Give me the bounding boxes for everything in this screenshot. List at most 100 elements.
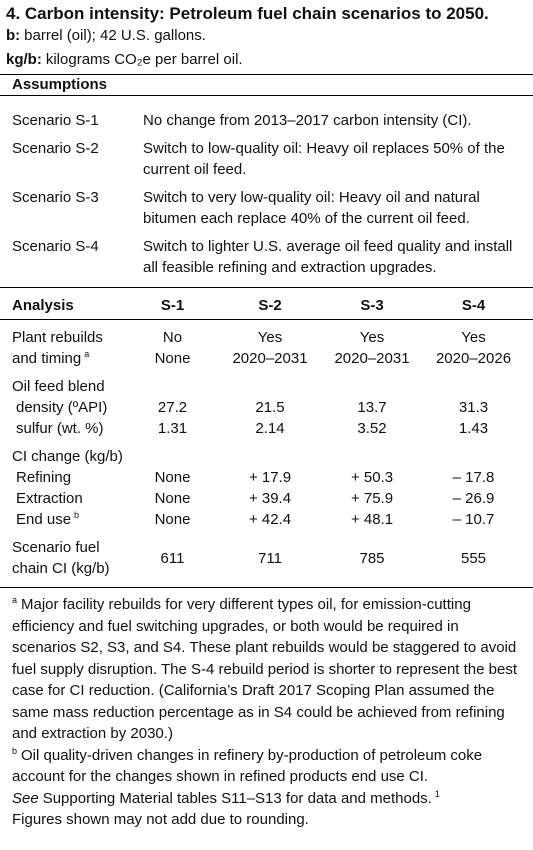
footnote-text: Major facility rebuilds for very differe… — [12, 596, 518, 742]
assumption-text: Switch to lighter U.S. average oil feed … — [143, 238, 513, 276]
table-row: density (ºAPI) 27.2 21.5 13.7 31.3 — [0, 397, 533, 418]
column-header: S-3 — [360, 297, 384, 314]
row-label: density (ºAPI) — [0, 397, 135, 418]
footnote-text: Oil quality-driven changes in refinery b… — [12, 746, 483, 786]
table-cell: + 48.1 — [350, 511, 394, 528]
label-text: and timing — [12, 350, 82, 367]
label-text: sulfur (wt. %) — [16, 420, 104, 437]
table-cell: Yes — [461, 329, 486, 346]
footnote: a Major facility rebuilds for very differ… — [12, 594, 525, 745]
table-row: and timing a None 2020–2031 2020–2031 2020–20… — [0, 348, 533, 369]
label-text: CI change (kg/b) — [12, 448, 123, 465]
table-cell: – 10.7 — [452, 511, 495, 528]
table-row: Scenario fuel chain CI (kg/b) 611 711 785 555 — [0, 537, 533, 579]
see-text: Supporting Material tables S11–S13 for d… — [42, 789, 432, 807]
table-row: CI change (kg/b) — [0, 446, 533, 467]
column-header: S-4 — [461, 297, 486, 314]
footnote-mark: b — [12, 745, 18, 756]
definition-term: b: — [6, 27, 21, 44]
definitions: b: barrel (oil); 42 U.S. gallons. kg/b: kil… — [0, 24, 533, 72]
table-row: Refining None + 17.9 + 50.3 – 17.8 — [0, 467, 533, 488]
table-cell: 21.5 — [255, 399, 285, 416]
table-cell: 2020–2031 — [232, 350, 308, 367]
assumptions-heading: Assumptions — [0, 74, 533, 96]
definition-text: kilograms CO₂e per barrel oil. — [45, 51, 243, 68]
row-label-line: chain CI (kg/b) — [12, 558, 135, 579]
definition: b: barrel (oil); 42 U.S. gallons. — [0, 24, 533, 48]
row-label: Oil feed blend — [0, 376, 135, 397]
definition: kg/b: kilograms CO₂e per barrel oil. — [0, 48, 533, 72]
table-cell: None — [154, 511, 191, 528]
table-cell: + 42.4 — [248, 511, 292, 528]
rounding-note: Figures shown may not add due to roundin… — [12, 811, 309, 828]
table-cell: 711 — [258, 549, 282, 567]
row-label-line: and timing a — [12, 348, 135, 369]
definition-term: kg/b: — [6, 51, 42, 68]
row-label: Refining — [0, 467, 135, 488]
scenario-label: Scenario S-1 — [12, 112, 99, 129]
table-cell: 13.7 — [357, 399, 387, 416]
table-cell: None — [154, 490, 191, 507]
table-cell: 3.52 — [357, 420, 387, 437]
see-note: See Supporting Material tables S11–S13 fo… — [12, 788, 525, 810]
row-label: End use b — [0, 509, 135, 530]
table-cell: – 17.8 — [452, 469, 495, 486]
notes: a Major facility rebuilds for very differ… — [0, 587, 533, 831]
row-label-line: Plant rebuilds — [12, 327, 135, 348]
table-cell: + 75.9 — [350, 490, 394, 507]
table-cell: 1.43 — [458, 420, 489, 437]
table-cell: 2.14 — [255, 420, 285, 437]
table-cell: + 17.9 — [248, 469, 292, 486]
table-row: Plant rebuilds No Yes Yes Yes — [0, 327, 533, 348]
table-cell: 31.3 — [458, 399, 489, 416]
assumption-text: Switch to very low-quality oil: Heavy oi… — [143, 189, 480, 227]
row-label: Extraction — [0, 488, 135, 509]
analysis-header: Analysis S-1 S-2 S-3 S-4 — [0, 288, 533, 320]
label-text: End use — [16, 511, 72, 528]
table-cell: 2020–2026 — [435, 350, 512, 367]
footnote-mark: a — [12, 595, 18, 605]
footnote-mark: b — [74, 510, 80, 520]
label-text: Plant rebuilds — [12, 329, 103, 346]
label-text: Refining — [16, 469, 72, 486]
table-cell: 555 — [460, 549, 487, 567]
label-text: Scenario fuel — [12, 539, 100, 556]
table-cell: No — [162, 329, 183, 346]
table-cell: 1.31 — [157, 420, 188, 437]
row-label-line: density (ºAPI) — [16, 397, 135, 418]
row-label-line: Oil feed blend — [12, 376, 135, 397]
table-row: End use b None + 42.4 + 48.1 – 10.7 — [0, 509, 533, 530]
assumption-text: Switch to low-quality oil: Heavy oil rep… — [143, 140, 505, 178]
row-label: CI change (kg/b) — [0, 446, 135, 467]
assumption-row: Scenario S-3 Switch to very low-quality o… — [0, 187, 533, 229]
table-cell: Yes — [359, 329, 385, 346]
table-cell: 27.2 — [157, 399, 188, 416]
label-text: Oil feed blend — [12, 378, 105, 395]
row-group: CI change (kg/b) Refining None + 17.9 + 50.3… — [0, 446, 533, 530]
table-cell: 2020–2031 — [334, 350, 410, 367]
table-cell: 611 — [160, 549, 185, 567]
label-text: Extraction — [16, 490, 83, 507]
see-emphasis: See — [12, 789, 39, 807]
scenario-label: Scenario S-2 — [12, 140, 99, 157]
row-group: Plant rebuilds No Yes Yes Yes and timing a None… — [0, 327, 533, 369]
table-row: Oil feed blend — [0, 376, 533, 397]
analysis-table: Analysis S-1 S-2 S-3 S-4 Plant rebuilds No Yes Y… — [0, 287, 533, 579]
table-cell: + 50.3 — [350, 469, 394, 486]
row-label: Plant rebuilds — [0, 327, 135, 348]
assumption-text: No change from 2013–2017 carbon intensit… — [143, 112, 472, 129]
row-label: and timing a — [0, 348, 135, 369]
table-cell: None — [154, 350, 191, 367]
row-label-line: Extraction — [16, 488, 135, 509]
footnote: b Oil quality-driven changes in refinery … — [12, 745, 525, 788]
scenario-label: Scenario S-4 — [12, 238, 99, 255]
scenario-label: Scenario S-3 — [12, 189, 99, 206]
row-label: Scenario fuel chain CI (kg/b) — [0, 537, 135, 579]
row-label: sulfur (wt. %) — [0, 418, 135, 439]
row-label-line: End use b — [16, 509, 135, 530]
table-cell: + 39.4 — [248, 490, 292, 507]
table-row: Extraction None + 39.4 + 75.9 – 26.9 — [0, 488, 533, 509]
label-text: chain CI (kg/b) — [12, 560, 110, 577]
label-text: density (ºAPI) — [16, 399, 108, 416]
